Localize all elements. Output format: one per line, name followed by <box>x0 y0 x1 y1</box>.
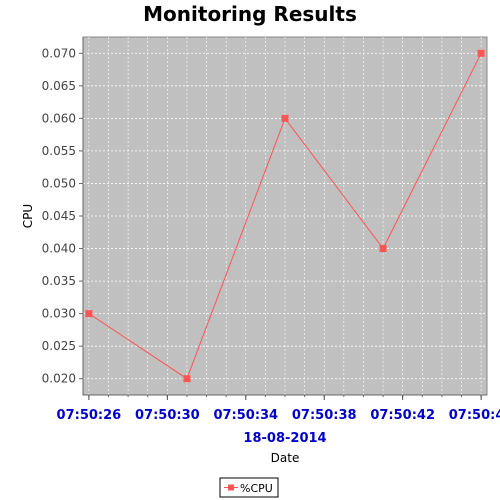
y-tick-label: 0.070 <box>42 46 76 60</box>
y-tick-label: 0.055 <box>42 144 76 158</box>
legend-label-cpu: %CPU <box>240 482 273 495</box>
y-tick-label: 0.060 <box>42 111 76 125</box>
legend-marker-cpu <box>228 484 234 491</box>
y-tick-label: 0.040 <box>42 242 76 256</box>
y-tick-label: 0.020 <box>42 372 76 386</box>
y-tick-label: 0.030 <box>42 307 76 321</box>
x-axis-label: Date <box>271 451 300 465</box>
y-tick-label: 0.035 <box>42 274 76 288</box>
x-tick-label: 07:50:46 <box>449 408 500 423</box>
legend-box <box>219 477 279 498</box>
y-tick-label: 0.065 <box>42 79 76 93</box>
x-tick-label: 07:50:38 <box>292 408 357 423</box>
chart-title: Monitoring Results <box>143 2 357 26</box>
y-axis: 0.020 0.025 0.030 0.035 0.040 0.045 0.050 0.055… <box>42 37 84 395</box>
x-tick-label: 07:50:42 <box>370 408 435 423</box>
data-point-3 <box>379 245 387 253</box>
data-point-0 <box>85 310 93 318</box>
data-point-1 <box>183 375 191 383</box>
series-cpu <box>85 49 485 383</box>
data-point-2 <box>281 114 289 122</box>
x-axis-date-label: 18-08-2014 <box>243 431 326 446</box>
x-axis: 07:50:26 07:50:30 07:50:34 07:50:38 07:50:42… <box>57 394 500 423</box>
y-tick-label: 0.050 <box>42 176 76 190</box>
y-tick-label: 0.045 <box>42 209 76 223</box>
legend: %CPU <box>219 477 279 498</box>
data-point-4 <box>477 49 485 57</box>
x-tick-label: 07:50:30 <box>135 408 200 423</box>
x-tick-label: 07:50:34 <box>213 408 278 423</box>
y-tick-label: 0.025 <box>42 339 76 353</box>
y-axis-label: CPU <box>21 204 35 228</box>
x-tick-label: 07:50:26 <box>57 408 122 423</box>
